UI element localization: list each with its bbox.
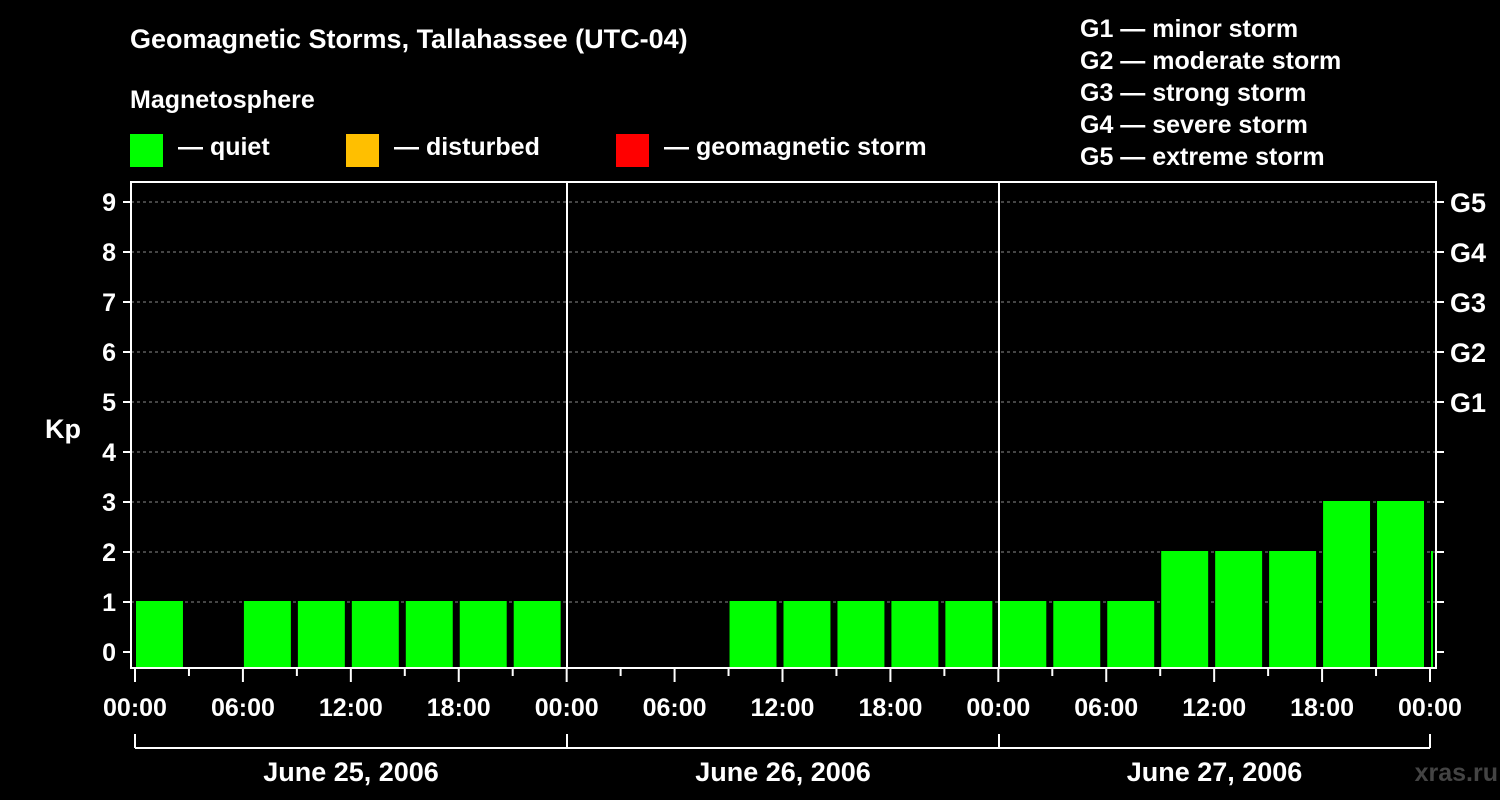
kp-bar	[405, 601, 453, 668]
legend-label-storm: — geomagnetic storm	[664, 133, 927, 161]
x-tick-label: 06:00	[211, 694, 275, 722]
storm-scale-g2: G2 — moderate storm	[1080, 47, 1342, 75]
day-label: June 27, 2006	[1127, 757, 1303, 787]
storm-scale-g4: G4 — severe storm	[1080, 111, 1308, 139]
label-layer: 0 1 2 3 4 5 6 7 8 9 G1 G2 G3 G4 G5 00:00 06:00 12:00 18:00…	[102, 188, 1486, 787]
y-tick-label: 9	[102, 189, 116, 217]
kp-bar	[1377, 501, 1424, 668]
y-tick-label: 3	[102, 489, 116, 517]
y-tick-label: 8	[102, 239, 116, 267]
storm-level-label: G2	[1450, 338, 1486, 368]
legend-label-quiet: — quiet	[178, 133, 270, 161]
y-tick-label: 7	[102, 289, 116, 317]
x-tick-label: 06:00	[643, 694, 707, 722]
kp-bar	[783, 601, 831, 668]
kp-bar	[729, 601, 777, 668]
x-tick-label: 12:00	[751, 694, 815, 722]
storm-level-label: G5	[1450, 188, 1486, 218]
x-tick-label: 00:00	[103, 694, 167, 722]
kp-bar	[351, 601, 399, 668]
y-tick-label: 0	[102, 639, 116, 667]
kp-bar	[1431, 551, 1433, 668]
kp-bar	[1107, 601, 1155, 668]
kp-bar	[513, 601, 561, 668]
storm-level-label: G3	[1450, 288, 1486, 318]
kp-bar	[1215, 551, 1263, 668]
storm-scale-g1: G1 — minor storm	[1080, 15, 1299, 43]
kp-bar	[243, 601, 291, 668]
kp-bar	[1161, 551, 1209, 668]
page-title: Geomagnetic Storms, Tallahassee (UTC-04)	[130, 24, 688, 54]
x-tick-label: 06:00	[1074, 694, 1138, 722]
storm-scale-g5: G5 — extreme storm	[1080, 143, 1325, 171]
kp-bar	[1323, 501, 1371, 668]
axis-layer	[123, 181, 1444, 749]
x-tick-label: 00:00	[966, 694, 1030, 722]
legend-label-disturbed: — disturbed	[394, 133, 540, 161]
grid-layer	[131, 201, 1436, 603]
storm-level-label: G1	[1450, 388, 1486, 418]
y-tick-label: 2	[102, 539, 116, 567]
x-tick-label: 18:00	[1290, 694, 1354, 722]
x-tick-label: 12:00	[1182, 694, 1246, 722]
watermark: xras.ru	[1415, 759, 1498, 787]
y-axis-label: Kp	[45, 414, 81, 444]
x-tick-label: 18:00	[858, 694, 922, 722]
bar-layer	[136, 501, 1433, 668]
y-tick-label: 4	[102, 439, 116, 467]
kp-bar	[837, 601, 885, 668]
x-tick-label: 18:00	[427, 694, 491, 722]
day-label: June 26, 2006	[695, 757, 871, 787]
day-label: June 25, 2006	[263, 757, 439, 787]
kp-bar	[999, 601, 1047, 668]
kp-bar	[459, 601, 507, 668]
kp-bar	[1053, 601, 1101, 668]
kp-bar	[1269, 551, 1317, 668]
legend-swatch-disturbed	[346, 134, 379, 167]
storm-level-label: G4	[1450, 238, 1486, 268]
x-tick-label: 00:00	[1398, 694, 1462, 722]
storm-scale-g3: G3 — strong storm	[1080, 79, 1307, 107]
y-tick-label: 6	[102, 339, 116, 367]
y-tick-label: 5	[102, 389, 116, 417]
legend-swatch-quiet	[130, 134, 163, 167]
magnetosphere-heading: Magnetosphere	[130, 86, 315, 114]
kp-bar	[297, 601, 345, 668]
kp-bar	[891, 601, 939, 668]
y-tick-label: 1	[102, 589, 116, 617]
legend-swatch-storm	[616, 134, 649, 167]
kp-bar	[945, 601, 993, 668]
x-tick-label: 00:00	[535, 694, 599, 722]
x-tick-label: 12:00	[319, 694, 383, 722]
kp-bar	[136, 601, 183, 668]
